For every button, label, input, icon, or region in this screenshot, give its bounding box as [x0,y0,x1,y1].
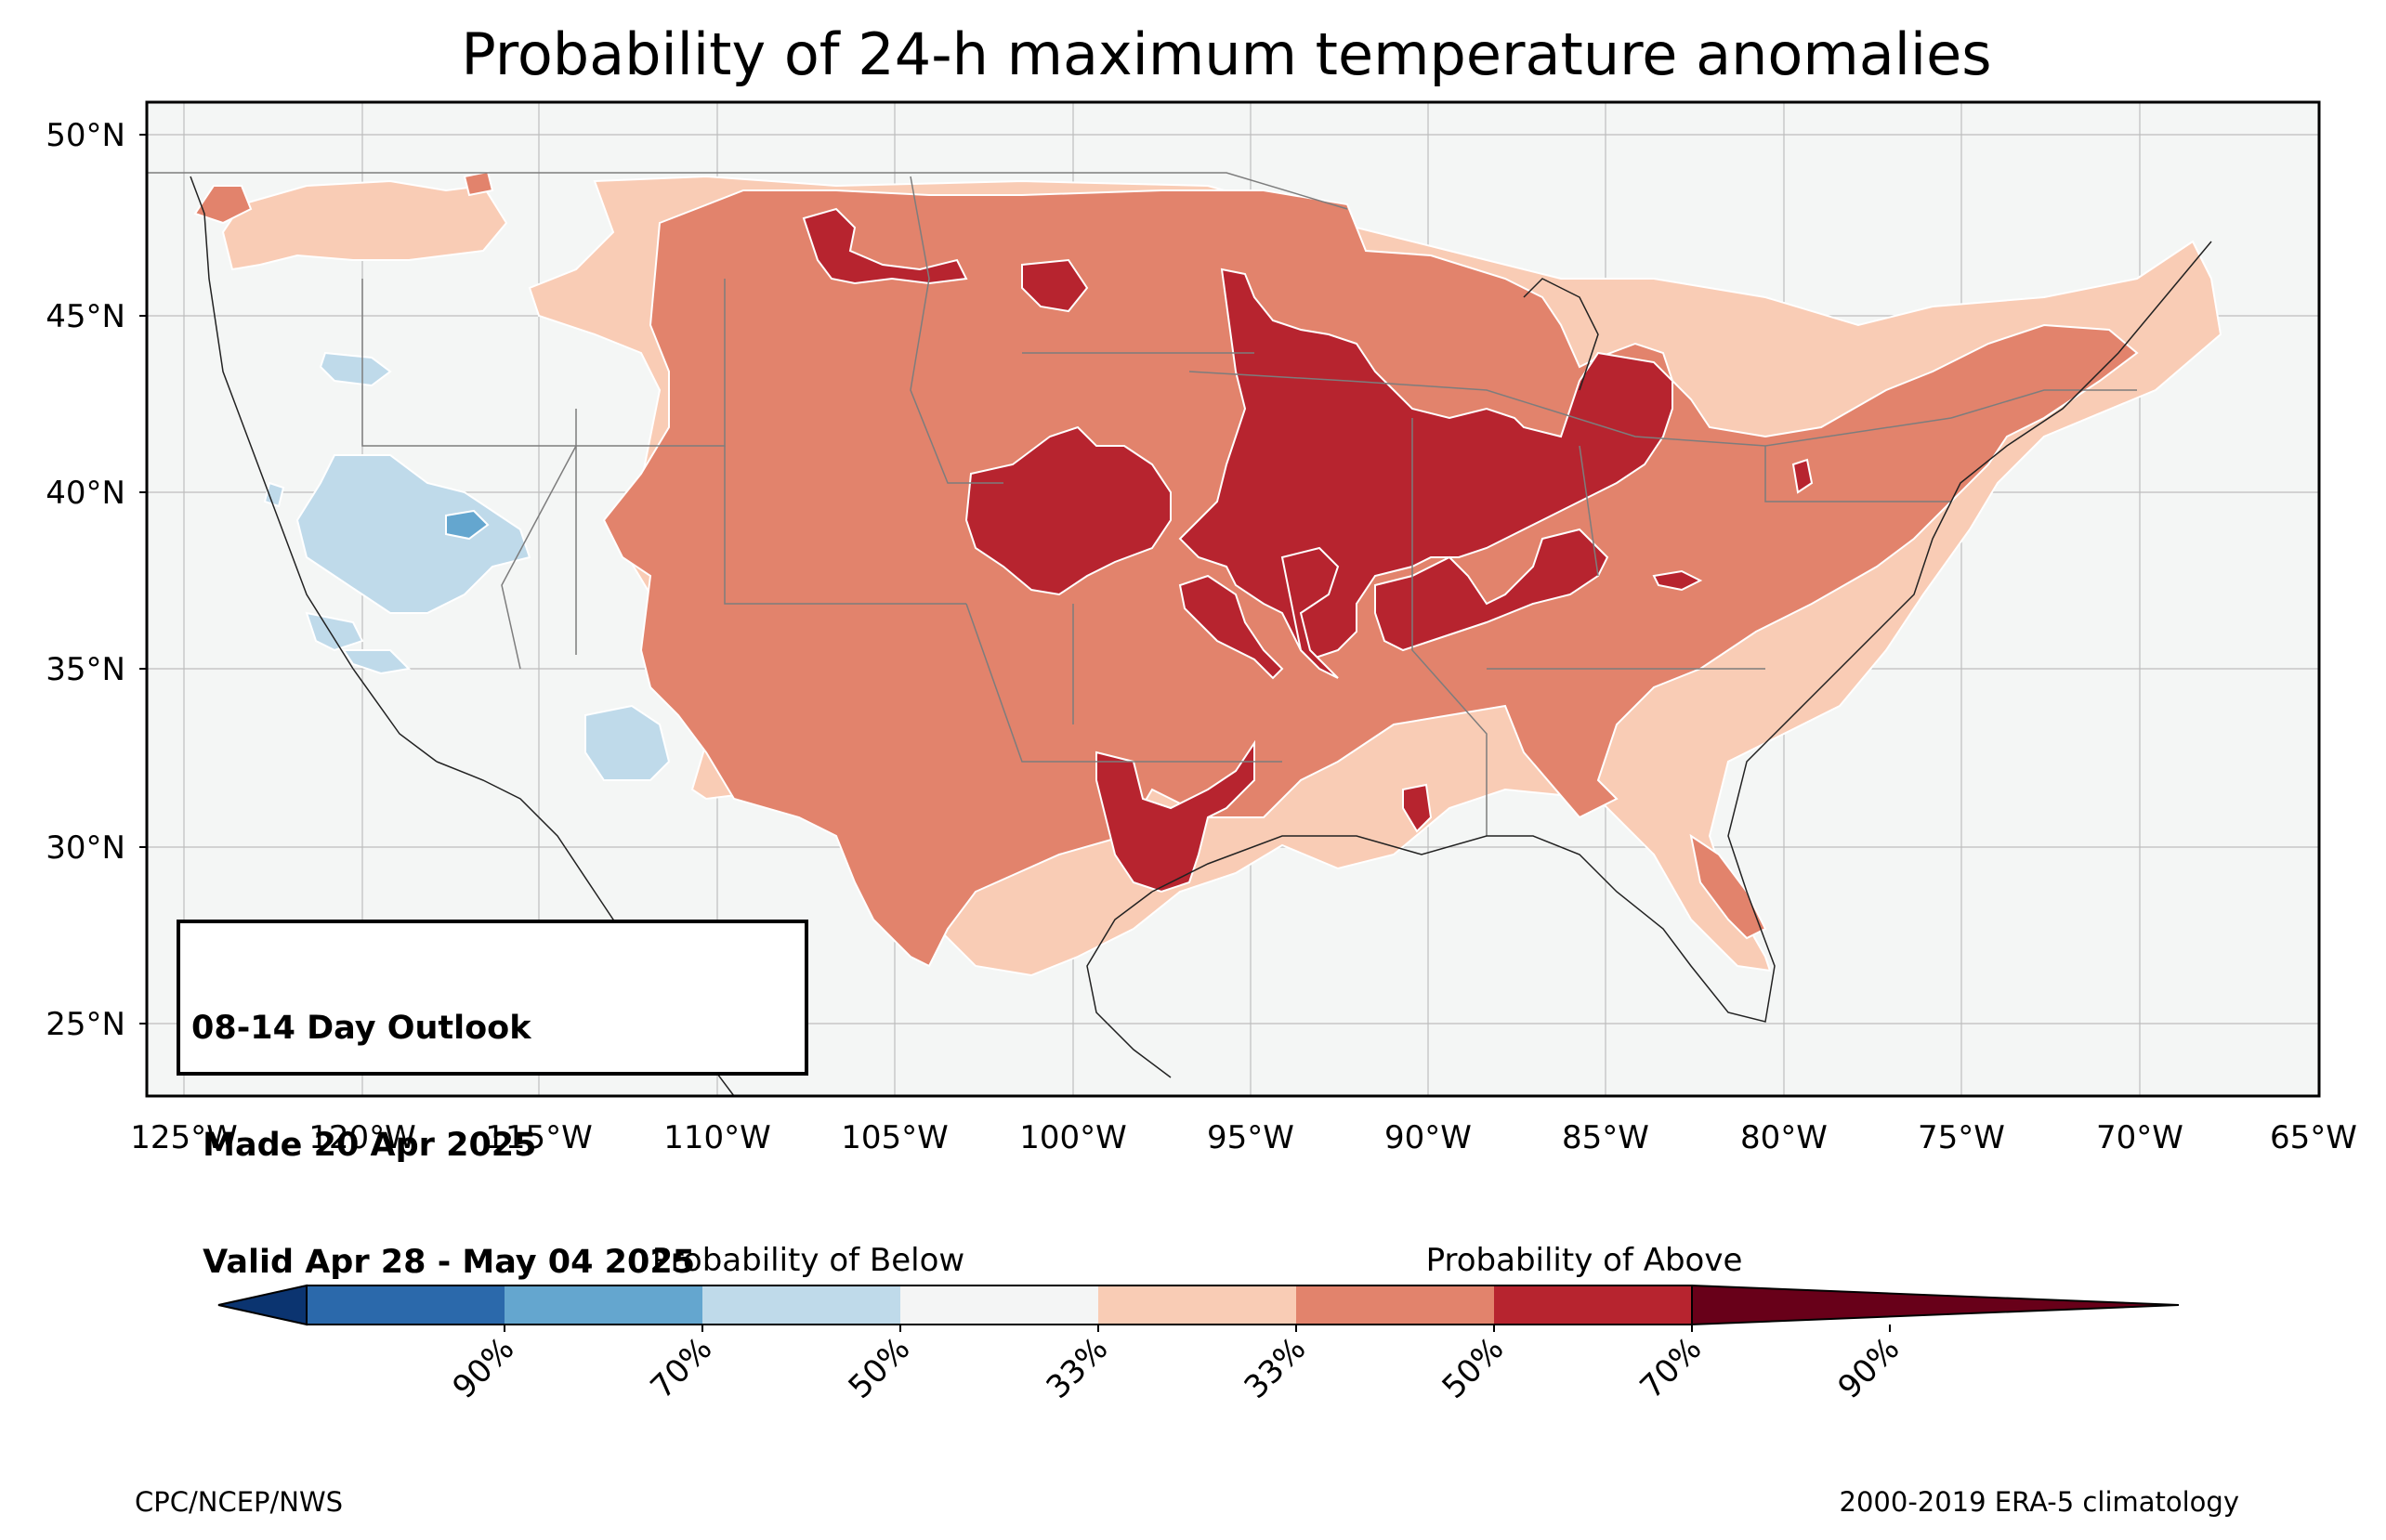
colorbar-tick-label: 70% [644,1330,720,1406]
lon-tick-label: 125°W [130,1119,238,1156]
below-50-region [445,509,490,541]
outlook-made-date: Made 20 Apr 2025 [191,1127,537,1164]
lon-tick-label: 70°W [2096,1119,2183,1156]
colorbar-tick-label: 33% [1040,1330,1116,1406]
colorbar-tick-label: 50% [842,1330,918,1406]
lon-tick-label: 115°W [485,1119,593,1156]
colorbar-ticks: 90% 70% 50% 33% 33% 50% 70% 90% [446,1325,1907,1406]
lat-tick-label: 25°N [46,1006,125,1043]
lon-tick-label: 65°W [2270,1119,2357,1156]
colorbar-swatch [1098,1286,1296,1325]
lon-tick-label: 75°W [1918,1119,2005,1156]
colorbar-extend-high [1691,1284,2180,1326]
colorbar-swatch [1296,1286,1494,1325]
lon-tick-label: 95°W [1207,1119,1294,1156]
figure-title: Probability of 24-h maximum temperature … [461,20,1991,88]
outlook-valid-range: Valid Apr 28 - May 04 2025 [191,1244,696,1281]
colorbar-tick-label: 70% [1633,1330,1710,1406]
lat-tick-label: 30°N [46,829,125,867]
colorbar-swatch [900,1286,1098,1325]
credit-right: 2000-2019 ERA-5 climatology [1840,1486,2239,1518]
colorbar-below-label: Probability of Below [652,1242,964,1279]
lat-tick-label: 45°N [46,298,125,335]
above-70-region [802,207,1814,894]
lon-tick-label: 105°W [841,1119,949,1156]
lon-tick-label: 90°W [1384,1119,1472,1156]
credit-left: CPC/NCEP/NWS [135,1486,343,1518]
colorbar-swatch [307,1286,505,1325]
colorbar-tick-label: 50% [1436,1330,1512,1406]
colorbar-swatch [1494,1286,1692,1325]
outlook-info-box: 08-14 Day Outlook Made 20 Apr 2025 Valid… [177,920,808,1281]
colorbar-tick-label: 90% [1831,1330,1907,1406]
colorbar-tick-label: 90% [446,1330,522,1406]
colorbar-swatches [217,1284,2180,1326]
lon-tick-label: 120°W [308,1119,416,1156]
map-panel [147,102,2319,1096]
colorbar-swatch [505,1286,702,1325]
colorbar-tick-label: 33% [1238,1330,1314,1406]
lat-tick-label: 40°N [46,475,125,512]
outlook-period: 08-14 Day Outlook [191,1010,531,1047]
colorbar-above-label: Probability of Above [1426,1242,1743,1279]
map-frame [145,100,2321,1098]
boundaries [147,172,2137,836]
lon-tick-label: 80°W [1740,1119,1828,1156]
lon-tick-label: 85°W [1562,1119,1649,1156]
lat-axis: 50°N 45°N 40°N 35°N 30°N 25°N [46,117,147,1043]
lon-tick-label: 100°W [1019,1119,1127,1156]
lon-tick-label: 110°W [663,1119,771,1156]
lat-tick-label: 50°N [46,117,125,154]
lat-tick-label: 35°N [46,651,125,688]
below-33-region [263,351,671,781]
colorbar-swatch [702,1286,900,1325]
lon-axis: 125°W 120°W 115°W 110°W 105°W 100°W 95°W… [130,1119,2357,1156]
colorbar-frame [306,1285,1693,1325]
